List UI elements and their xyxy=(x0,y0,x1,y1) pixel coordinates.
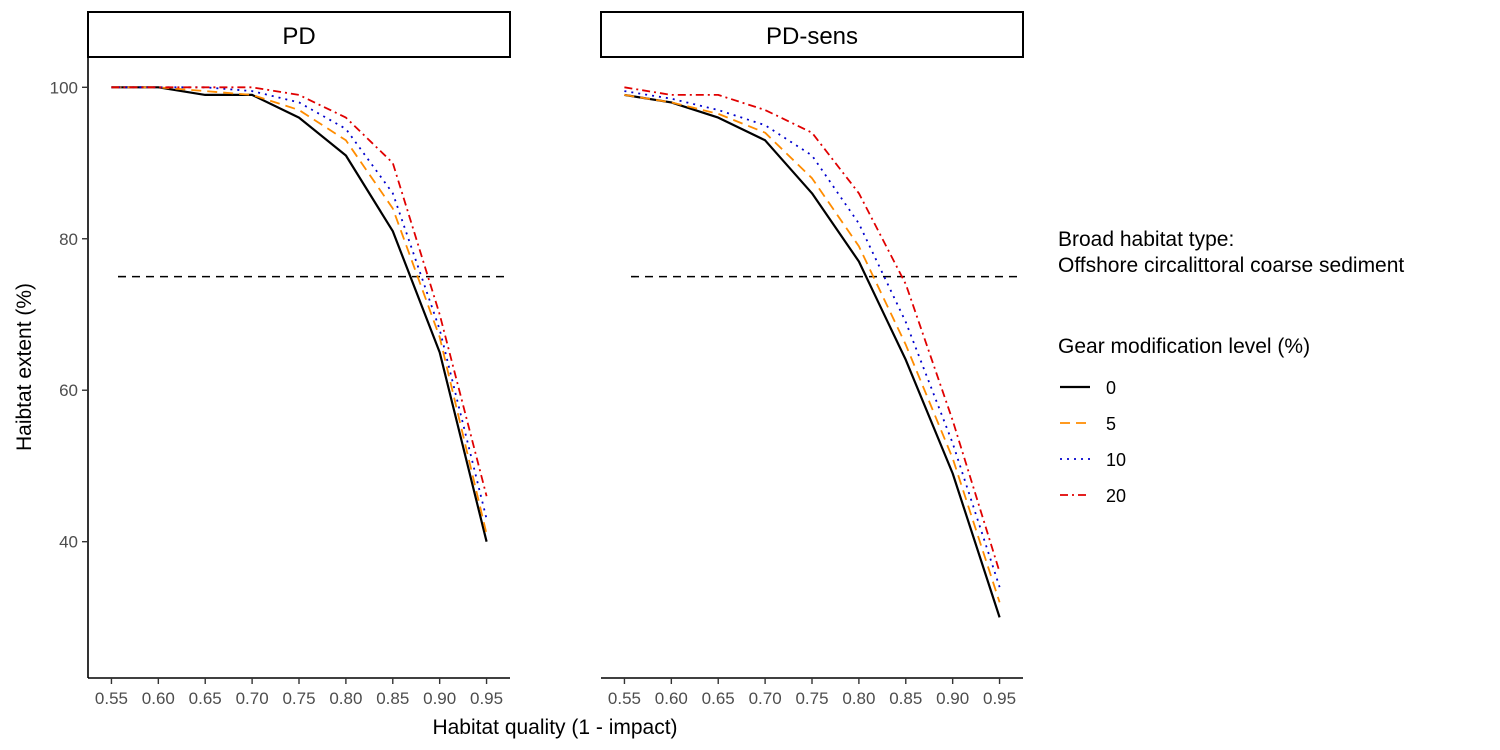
x-tick-label: 0.80 xyxy=(329,689,362,708)
legend-habitat-line2: Offshore circalittoral coarse sediment xyxy=(1058,254,1404,277)
x-tick-label: 0.90 xyxy=(936,689,969,708)
x-tick-label: 0.80 xyxy=(842,689,875,708)
y-axis-ticks: 40 60 80 100 xyxy=(50,78,88,552)
legend-keys: 0 5 10 20 xyxy=(1060,378,1126,506)
strip-title-pd-sens: PD-sens xyxy=(766,23,858,50)
x-tick-label: 0.60 xyxy=(142,689,175,708)
y-tick-label: 80 xyxy=(59,230,78,249)
series-line-10 xyxy=(111,86,488,520)
y-tick-label: 40 xyxy=(59,533,78,552)
strip-pd xyxy=(87,11,511,58)
panel-pd-sens: PD-sens 0.55 0.60 0.65 0.70 0.75 0.80 0.85 0.90… xyxy=(600,11,1024,708)
y-tick-label: 100 xyxy=(50,78,78,97)
x-tick-label: 0.60 xyxy=(655,689,688,708)
x-tick-label: 0.55 xyxy=(95,689,128,708)
legend-habitat-line1: Broad habitat type: xyxy=(1058,228,1234,251)
series-line-20 xyxy=(111,86,488,497)
legend: Broad habitat type: Offshore circalittor… xyxy=(1058,228,1404,506)
x-tick-label: 0.70 xyxy=(749,689,782,708)
strip-title-pd: PD xyxy=(282,23,315,50)
series-line-5 xyxy=(624,94,1001,603)
series-line-5 xyxy=(111,86,488,535)
plot-area-pd-sens xyxy=(624,86,1023,618)
series-line-20 xyxy=(624,86,1001,573)
x-tick-label: 0.55 xyxy=(608,689,641,708)
legend-title: Gear modification level (%) xyxy=(1058,335,1310,358)
plot-area-pd xyxy=(111,86,510,542)
legend-label-10: 10 xyxy=(1106,450,1126,470)
x-tick-label: 0.75 xyxy=(795,689,828,708)
panel-pd: PD 40 60 80 100 0.55 0.60 0.65 0.70 0.75 0.80 0.8… xyxy=(50,11,511,708)
series-line-0 xyxy=(111,86,488,542)
x-tick-label: 0.70 xyxy=(236,689,269,708)
series-line-0 xyxy=(624,93,1001,618)
x-tick-label: 0.90 xyxy=(423,689,456,708)
x-tick-label: 0.95 xyxy=(470,689,503,708)
legend-label-0: 0 xyxy=(1106,378,1116,398)
x-axis-title: Habitat quality (1 - impact) xyxy=(432,716,677,739)
y-tick-label: 60 xyxy=(59,381,78,400)
y-axis-title: Haibtat extent (%) xyxy=(13,283,36,451)
x-tick-label: 0.75 xyxy=(282,689,315,708)
legend-label-5: 5 xyxy=(1106,414,1116,434)
x-axis-ticks-pd-sens: 0.55 0.60 0.65 0.70 0.75 0.80 0.85 0.90 0.95 xyxy=(608,678,1016,708)
x-axis-ticks-pd: 0.55 0.60 0.65 0.70 0.75 0.80 0.85 0.90 0.95 xyxy=(95,678,503,708)
x-tick-label: 0.95 xyxy=(983,689,1016,708)
x-tick-label: 0.65 xyxy=(702,689,735,708)
legend-label-20: 20 xyxy=(1106,486,1126,506)
strip-pd-sens xyxy=(600,11,1024,58)
series-line-10 xyxy=(624,90,1001,588)
x-tick-label: 0.85 xyxy=(376,689,409,708)
x-tick-label: 0.85 xyxy=(889,689,922,708)
x-tick-label: 0.65 xyxy=(189,689,222,708)
